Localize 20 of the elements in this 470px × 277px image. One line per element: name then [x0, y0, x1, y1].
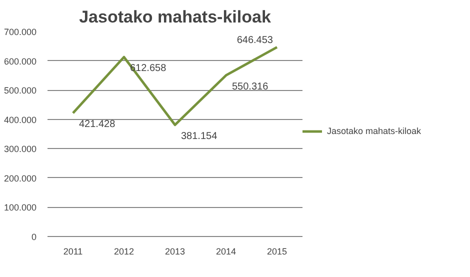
x-tick-label: 2013 [164, 246, 186, 256]
data-label: 550.316 [232, 81, 269, 92]
y-tick-label: 0 [31, 232, 37, 242]
x-tick-label: 2015 [266, 246, 288, 256]
chart-title: Jasotako mahats-kiloak [79, 8, 272, 26]
legend-label: Jasotako mahats-kiloak [327, 126, 422, 136]
x-tick-label: 2012 [114, 246, 134, 256]
line-series [72, 46, 278, 126]
y-tick-label: 300.000 [4, 144, 37, 154]
data-label: 421.428 [79, 119, 116, 130]
y-tick-label: 600.000 [4, 56, 37, 66]
data-label: 646.453 [236, 35, 274, 46]
x-tick-label: 2011 [63, 246, 83, 256]
y-tick-label: 500.000 [4, 86, 37, 96]
y-tick-label: 200.000 [4, 173, 37, 184]
y-tick-label: 700.000 [4, 27, 37, 37]
y-tick-label: 100.000 [4, 202, 37, 213]
y-tick-label: 400.000 [4, 114, 37, 125]
x-tick-label: 2014 [216, 246, 236, 256]
data-label: 381.154 [181, 130, 218, 142]
